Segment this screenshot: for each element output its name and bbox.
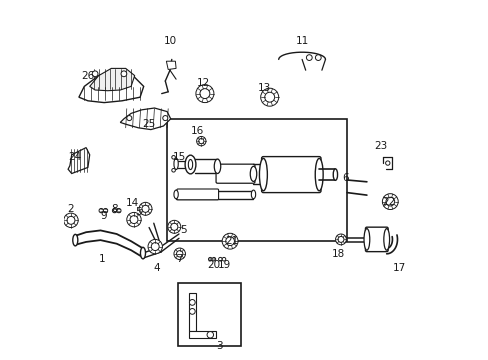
Circle shape [112, 208, 117, 213]
Ellipse shape [332, 169, 337, 180]
Circle shape [306, 55, 311, 60]
Circle shape [200, 89, 209, 99]
Text: 2: 2 [67, 204, 74, 214]
Circle shape [126, 116, 132, 121]
Circle shape [163, 116, 167, 121]
Ellipse shape [250, 166, 256, 181]
Circle shape [196, 136, 205, 146]
Circle shape [130, 216, 138, 224]
Text: 13: 13 [257, 83, 270, 93]
Circle shape [212, 257, 215, 261]
Circle shape [198, 139, 203, 144]
Polygon shape [120, 108, 170, 130]
Text: 15: 15 [172, 152, 185, 162]
Circle shape [67, 216, 75, 224]
FancyBboxPatch shape [261, 157, 320, 193]
Circle shape [206, 332, 213, 338]
Text: 4: 4 [153, 263, 159, 273]
Text: 19: 19 [217, 260, 230, 270]
Circle shape [385, 161, 389, 165]
Circle shape [222, 233, 238, 249]
Ellipse shape [188, 159, 192, 170]
Circle shape [151, 243, 159, 251]
Circle shape [121, 71, 126, 77]
Circle shape [176, 251, 183, 257]
Circle shape [218, 257, 222, 261]
Circle shape [139, 202, 152, 215]
Circle shape [260, 88, 278, 106]
Text: 17: 17 [392, 263, 405, 273]
Circle shape [171, 156, 175, 159]
Text: 26: 26 [81, 71, 94, 81]
Circle shape [337, 237, 343, 242]
Ellipse shape [185, 155, 196, 174]
Circle shape [142, 205, 149, 212]
Text: 12: 12 [196, 78, 209, 88]
Text: 21: 21 [225, 236, 238, 246]
Ellipse shape [338, 236, 343, 243]
Text: 16: 16 [190, 126, 203, 136]
Ellipse shape [383, 229, 389, 250]
Text: 11: 11 [295, 36, 308, 46]
Polygon shape [89, 68, 134, 91]
Polygon shape [79, 72, 143, 103]
Ellipse shape [251, 190, 255, 199]
Ellipse shape [259, 158, 267, 191]
Circle shape [174, 248, 185, 260]
Circle shape [92, 71, 98, 77]
Polygon shape [166, 61, 176, 69]
Text: 5: 5 [180, 225, 186, 235]
FancyBboxPatch shape [177, 189, 218, 200]
Bar [167, 119, 346, 241]
Ellipse shape [140, 247, 145, 259]
Circle shape [196, 85, 213, 103]
Circle shape [99, 208, 103, 213]
FancyBboxPatch shape [216, 164, 254, 183]
Circle shape [63, 213, 78, 228]
Text: 7: 7 [176, 254, 183, 264]
Circle shape [171, 168, 175, 172]
Circle shape [126, 212, 141, 227]
Text: 23: 23 [374, 141, 387, 151]
Text: 22: 22 [381, 197, 394, 207]
Polygon shape [188, 331, 215, 338]
Text: 9: 9 [101, 211, 107, 221]
Text: 3: 3 [216, 341, 222, 351]
Ellipse shape [315, 158, 323, 191]
Circle shape [167, 220, 181, 233]
Circle shape [117, 208, 121, 213]
Circle shape [189, 300, 195, 305]
Circle shape [315, 55, 321, 60]
Circle shape [189, 309, 195, 314]
Ellipse shape [174, 190, 178, 199]
Circle shape [103, 208, 107, 213]
Text: 14: 14 [126, 198, 139, 208]
Ellipse shape [174, 158, 178, 170]
Ellipse shape [363, 229, 369, 250]
Circle shape [385, 197, 394, 206]
Text: 5: 5 [135, 207, 142, 217]
Ellipse shape [214, 159, 220, 174]
Ellipse shape [73, 234, 78, 246]
FancyBboxPatch shape [365, 227, 387, 252]
Text: 6: 6 [341, 173, 348, 183]
Circle shape [170, 223, 178, 230]
Circle shape [208, 257, 212, 261]
Text: 1: 1 [99, 254, 105, 264]
Text: 24: 24 [68, 152, 82, 162]
Circle shape [264, 92, 274, 102]
Text: 10: 10 [164, 36, 177, 46]
Circle shape [148, 239, 162, 254]
Polygon shape [188, 293, 196, 331]
Text: 18: 18 [331, 249, 344, 259]
Text: 25: 25 [142, 119, 155, 129]
Circle shape [225, 237, 234, 246]
Text: 8: 8 [111, 204, 118, 214]
Circle shape [222, 257, 225, 261]
Bar [178, 283, 241, 346]
Circle shape [382, 194, 397, 210]
Circle shape [335, 234, 346, 245]
Polygon shape [68, 148, 89, 174]
Text: 20: 20 [207, 260, 220, 270]
